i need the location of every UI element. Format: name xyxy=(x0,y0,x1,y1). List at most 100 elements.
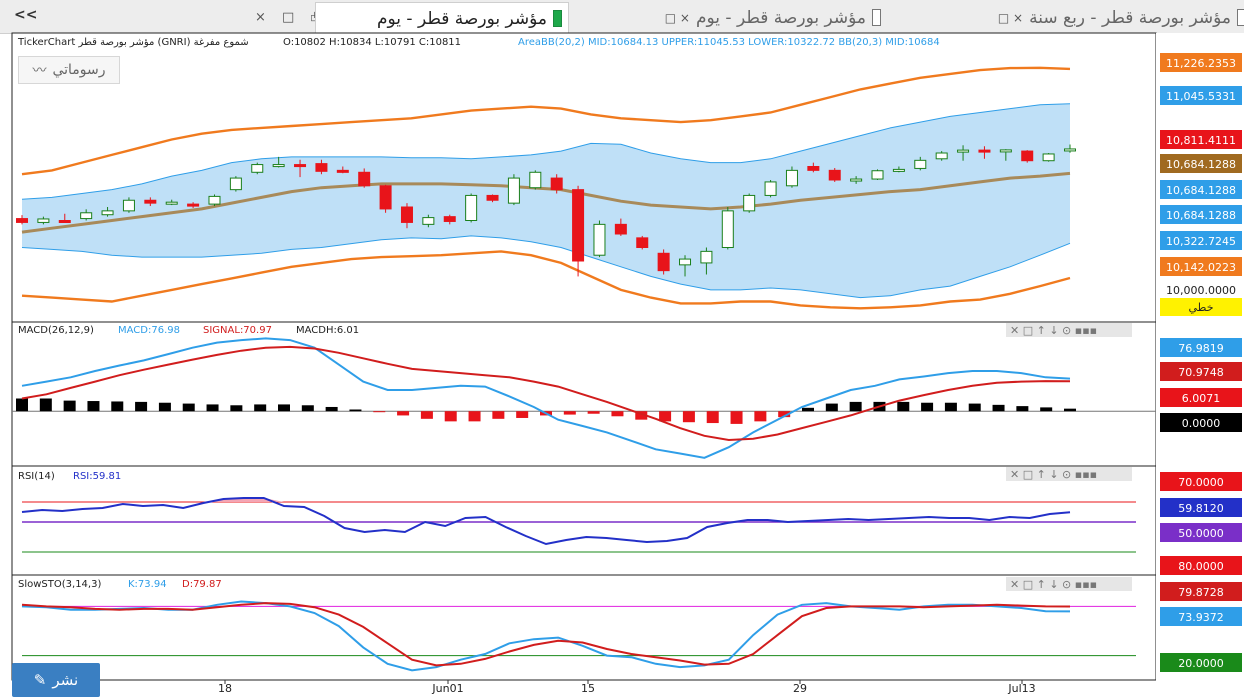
macd-histogram-bar xyxy=(111,401,124,412)
macd-histogram-bar xyxy=(349,409,362,412)
price-badge-label: 10,684.1288 xyxy=(1166,158,1236,171)
price-tick-label: 10,000.0000 xyxy=(1166,284,1236,297)
macd-histogram-bar xyxy=(397,411,410,416)
candle-body xyxy=(1042,153,1055,162)
candle-body xyxy=(957,149,970,153)
candle-body xyxy=(871,170,884,180)
info-bb: AreaBB(20,2) MID:10684.13 UPPER:11045.53… xyxy=(518,37,940,48)
candle-body xyxy=(679,258,692,266)
macd-histogram-bar xyxy=(444,411,457,422)
tab-marker-icon xyxy=(1237,9,1244,26)
pane-controls-icons: ✕ □ ↑ ↓ ⊙ ▪▪▪ xyxy=(1010,578,1097,591)
sto-d-line xyxy=(21,602,1071,667)
macd-histogram-bar xyxy=(254,404,267,412)
candle-body xyxy=(315,163,328,172)
candle-body xyxy=(743,194,756,212)
price-badge-label: 10,684.1288 xyxy=(1166,184,1236,197)
price-badge xyxy=(1160,53,1242,72)
macd-histogram-bar xyxy=(944,402,957,412)
candle-body xyxy=(1064,148,1076,152)
macd-title: MACD(26,12,9) xyxy=(18,325,94,336)
candle-body xyxy=(764,181,777,196)
macd-histogram-bar xyxy=(659,411,672,422)
candle-body xyxy=(614,223,627,235)
candle-body xyxy=(208,195,221,205)
candle-body xyxy=(978,149,991,153)
macd-histogram-bar xyxy=(682,411,695,423)
macd-histogram-bar xyxy=(730,411,743,424)
bb-lower-line xyxy=(21,235,1071,299)
tab-window-icons[interactable]: × □ ⮻ xyxy=(255,10,327,25)
candle-body xyxy=(251,164,264,173)
share-button[interactable]: نشر ✎ xyxy=(12,663,100,697)
macd-histogram-bar xyxy=(87,401,100,412)
candle-body xyxy=(101,210,114,216)
macd-histogram-bar xyxy=(206,404,219,412)
tab-active[interactable]: مؤشر بورصة قطر - يوم xyxy=(315,2,569,34)
macd-badge-label: 0.0000 xyxy=(1182,417,1221,430)
bb3-lower-line xyxy=(21,250,1071,310)
tab-quarter[interactable]: مؤشر بورصة قطر - ربع سنة □ × xyxy=(895,2,1244,33)
macd-histogram-bar xyxy=(611,411,624,417)
candle-body xyxy=(700,250,713,264)
pane-controls xyxy=(1006,577,1132,591)
macd-histogram-bar xyxy=(1016,406,1029,412)
candle-body xyxy=(593,223,606,256)
price-badge-label: 10,142.0223 xyxy=(1166,261,1236,274)
price-badge-label: 10,684.1288 xyxy=(1166,209,1236,222)
macd-histogram-bar xyxy=(373,411,386,413)
candle-body xyxy=(828,169,841,181)
tab-marker-icon xyxy=(872,9,881,26)
candle-body xyxy=(443,216,456,222)
candle-body xyxy=(358,171,371,187)
macd-histogram-bar xyxy=(230,405,243,412)
info-ohlc: O:10802 H:10834 L:10791 C:10811 xyxy=(283,37,461,48)
candle-body xyxy=(80,212,93,220)
candle-body xyxy=(294,164,307,168)
macd-histogram-bar xyxy=(468,411,481,422)
candle-body xyxy=(999,149,1012,153)
pane-frame xyxy=(11,465,1157,576)
my-drawings-button[interactable]: رسوماتي 〰 xyxy=(18,56,120,84)
macd-histogram-bar xyxy=(492,411,505,419)
candle-body xyxy=(400,206,413,223)
tab-close-icon[interactable]: □ × xyxy=(664,10,690,25)
tab-bar: << × □ ⮻ مؤشر بورصة قطر - يوم مؤشر بورصة… xyxy=(0,0,1244,34)
candle-body xyxy=(785,169,798,187)
bb-upper-line xyxy=(21,103,1071,200)
tab-label: مؤشر بورصة قطر - يوم xyxy=(376,8,547,29)
price-badge xyxy=(1160,257,1242,276)
macd-histogram-bar xyxy=(1040,407,1053,412)
candle-body xyxy=(122,199,135,212)
collapse-tabs-button[interactable]: << xyxy=(14,7,38,23)
tab-close-icon[interactable]: □ × xyxy=(997,10,1024,25)
candle-body xyxy=(336,169,349,173)
macd-histogram-bar xyxy=(992,404,1005,412)
drawing-line-icon: 〰 xyxy=(32,63,47,79)
candle-body xyxy=(529,171,542,189)
pane-frame xyxy=(11,574,1157,681)
candle-body xyxy=(465,194,478,222)
candle-body xyxy=(187,203,200,207)
macd-histogram-bar xyxy=(635,411,648,420)
macd-histogram-bar xyxy=(706,411,719,424)
candle-body xyxy=(165,201,178,205)
candle-body xyxy=(572,189,585,262)
macd-histogram-bar xyxy=(897,401,910,412)
rsi-badge xyxy=(1160,472,1242,491)
macd-badge-label: 76.9819 xyxy=(1178,342,1224,355)
rsi-badge-label: 59.8120 xyxy=(1178,502,1224,515)
scale-type-label: خطي xyxy=(1189,301,1214,314)
macd-histogram-bar xyxy=(325,406,338,412)
candle-body xyxy=(807,166,820,171)
macd-histogram-bar xyxy=(587,411,600,414)
tab-day[interactable]: مؤشر بورصة قطر - يوم □ × xyxy=(575,2,887,33)
share-label: نشر xyxy=(52,671,79,689)
candle-body xyxy=(486,194,499,201)
macd-histogram-bar xyxy=(16,398,28,412)
pencil-icon: ✎ xyxy=(33,671,47,689)
sto-badge xyxy=(1160,653,1242,672)
macd-badge xyxy=(1160,388,1242,407)
price-badge xyxy=(1160,231,1242,250)
